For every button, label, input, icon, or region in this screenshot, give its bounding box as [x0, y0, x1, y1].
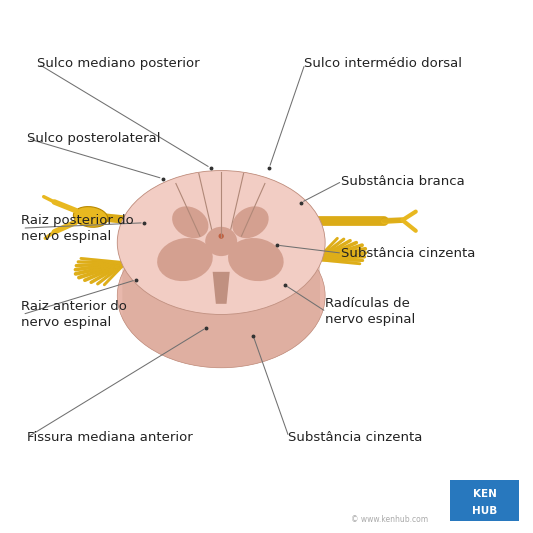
Text: Radículas de
nervo espinal: Radículas de nervo espinal: [325, 297, 415, 326]
Text: Fissura mediana anterior: Fissura mediana anterior: [27, 431, 192, 443]
Polygon shape: [123, 265, 320, 368]
Text: Sulco posterolateral: Sulco posterolateral: [27, 132, 160, 145]
Text: Substância branca: Substância branca: [341, 175, 465, 188]
Ellipse shape: [205, 227, 237, 256]
Ellipse shape: [117, 171, 325, 314]
Ellipse shape: [117, 224, 325, 368]
Text: Raiz posterior do
nervo espinal: Raiz posterior do nervo espinal: [21, 214, 134, 243]
Text: HUB: HUB: [472, 506, 497, 515]
Ellipse shape: [74, 207, 108, 227]
Text: Sulco mediano posterior: Sulco mediano posterior: [37, 58, 200, 70]
Ellipse shape: [219, 233, 224, 239]
Text: KEN: KEN: [473, 489, 496, 498]
Polygon shape: [117, 171, 325, 368]
Text: © www.kenhub.com: © www.kenhub.com: [351, 515, 427, 524]
Text: Raiz anterior do
nervo espinal: Raiz anterior do nervo espinal: [21, 300, 127, 329]
FancyBboxPatch shape: [450, 480, 519, 521]
Ellipse shape: [157, 238, 213, 281]
Text: Sulco intermédio dorsal: Sulco intermédio dorsal: [304, 58, 462, 70]
Ellipse shape: [228, 238, 284, 281]
Polygon shape: [213, 272, 230, 304]
Ellipse shape: [172, 206, 208, 238]
Text: Substância cinzenta: Substância cinzenta: [341, 247, 475, 260]
Ellipse shape: [232, 206, 269, 238]
Polygon shape: [209, 302, 233, 303]
Text: Substância cinzenta: Substância cinzenta: [288, 431, 422, 443]
